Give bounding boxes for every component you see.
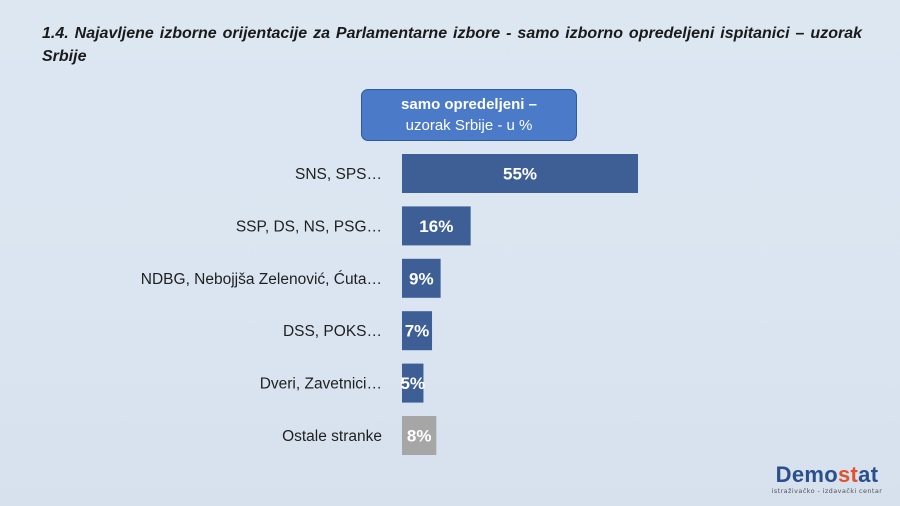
value-label-2: 9%	[409, 269, 434, 288]
bar-4	[402, 363, 424, 403]
bar-1	[402, 206, 471, 246]
category-label-3: DSS, POKS…	[283, 323, 382, 340]
bar-3	[402, 311, 433, 351]
category-label-4: Dveri, Zavetnici…	[260, 376, 382, 393]
series-header-box: samo opredeljeni – uzorak Srbije - u %	[361, 89, 577, 141]
header-line-1: samo opredeljeni –	[401, 96, 537, 113]
value-label-4: 5%	[400, 374, 425, 393]
value-label-0: 55%	[503, 165, 537, 184]
header-line-2: uzorak Srbije - u %	[405, 117, 533, 134]
category-label-1: SSP, DS, NS, PSG…	[236, 218, 382, 235]
category-label-0: SNS, SPS…	[295, 166, 382, 183]
category-label-2: NDBG, Nebojjša Zelenović, Ćuta…	[141, 271, 382, 288]
chart-title: 1.4. Najavljene izborne orijentacije za …	[42, 25, 862, 65]
value-label-3: 7%	[405, 322, 430, 341]
value-label-5: 8%	[407, 427, 432, 446]
bar-0	[402, 154, 638, 193]
category-label-5: Ostale stranke	[282, 428, 382, 445]
value-label-1: 16%	[419, 217, 453, 236]
demostat-logo: Demostat istraživačko - izdavački centar	[768, 463, 886, 496]
logo-wordmark: Demostat	[775, 462, 879, 487]
logo-tagline: istraživačko - izdavački centar	[771, 487, 883, 495]
bar-2	[402, 258, 441, 298]
bar-5	[402, 416, 437, 455]
